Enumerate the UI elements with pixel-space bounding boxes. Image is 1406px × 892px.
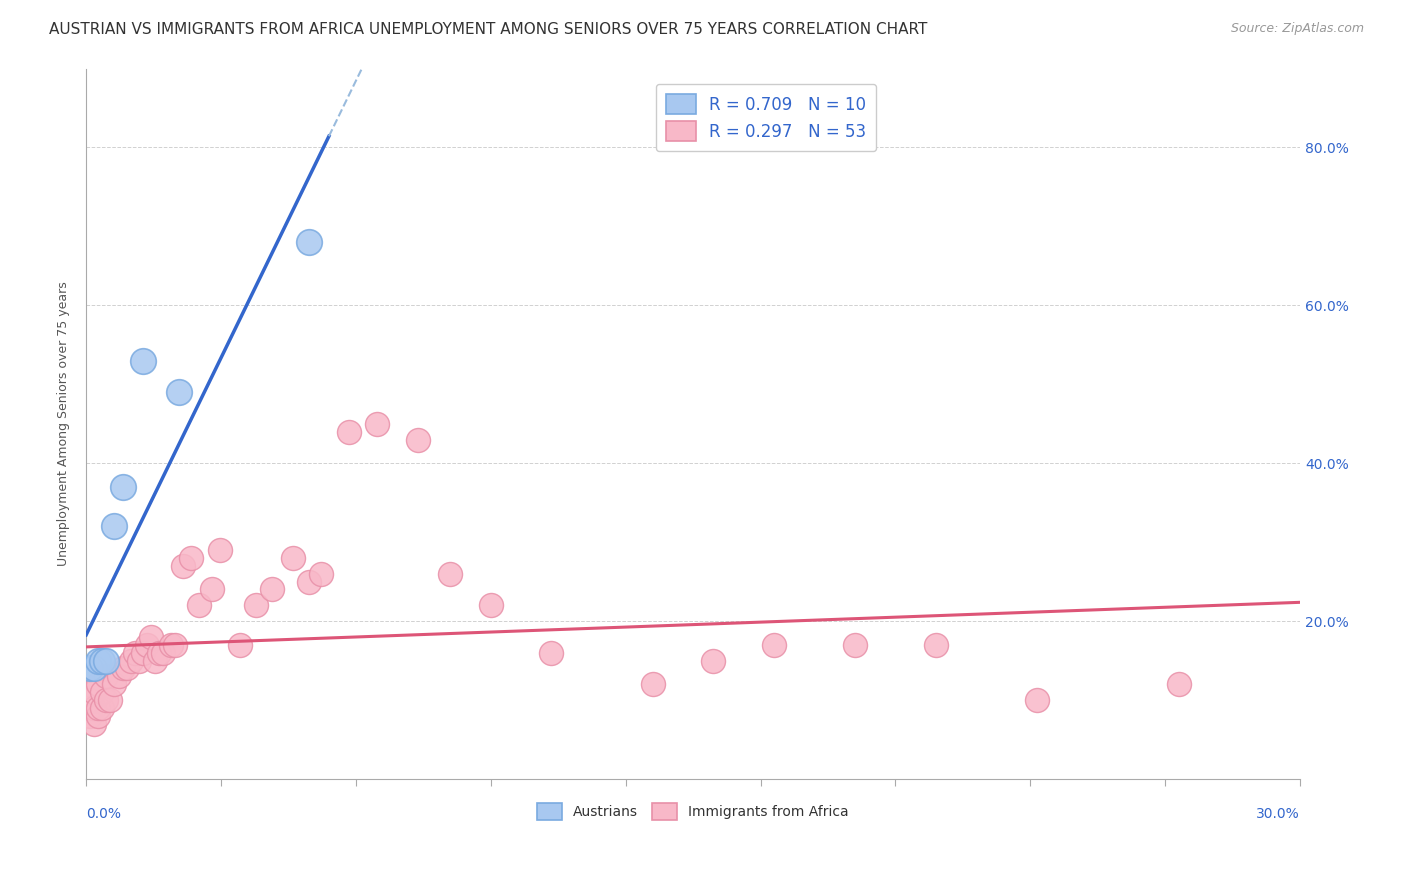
Point <box>79 701 101 715</box>
Point <box>96 653 118 667</box>
Point <box>124 646 146 660</box>
Point <box>763 638 786 652</box>
Point <box>128 653 150 667</box>
Point <box>148 646 170 660</box>
Point <box>165 638 187 652</box>
Point <box>83 701 105 715</box>
Point <box>79 708 101 723</box>
Point <box>79 661 101 675</box>
Point <box>172 558 194 573</box>
Point <box>139 630 162 644</box>
Point <box>167 385 190 400</box>
Point <box>641 677 664 691</box>
Point <box>100 693 122 707</box>
Point <box>91 653 114 667</box>
Point <box>83 685 105 699</box>
Point <box>132 646 155 660</box>
Point <box>298 574 321 589</box>
Point <box>79 693 101 707</box>
Point <box>87 701 110 715</box>
Point <box>200 582 222 597</box>
Text: 30.0%: 30.0% <box>1257 807 1301 821</box>
Point <box>1167 677 1189 691</box>
Point <box>132 353 155 368</box>
Point <box>309 566 332 581</box>
Point <box>208 543 231 558</box>
Point <box>83 661 105 675</box>
Point <box>925 638 948 652</box>
Point <box>1026 693 1049 707</box>
Y-axis label: Unemployment Among Seniors over 75 years: Unemployment Among Seniors over 75 years <box>58 281 70 566</box>
Point <box>439 566 461 581</box>
Point <box>844 638 866 652</box>
Point <box>152 646 174 660</box>
Legend: Austrians, Immigrants from Africa: Austrians, Immigrants from Africa <box>531 797 855 825</box>
Text: AUSTRIAN VS IMMIGRANTS FROM AFRICA UNEMPLOYMENT AMONG SENIORS OVER 75 YEARS CORR: AUSTRIAN VS IMMIGRANTS FROM AFRICA UNEMP… <box>49 22 928 37</box>
Point <box>103 519 125 533</box>
Point <box>103 677 125 691</box>
Point <box>111 661 134 675</box>
Point <box>281 550 304 565</box>
Point <box>245 599 267 613</box>
Point <box>111 480 134 494</box>
Point <box>298 235 321 249</box>
Point <box>229 638 252 652</box>
Point <box>83 716 105 731</box>
Point <box>540 646 562 660</box>
Point <box>262 582 284 597</box>
Point <box>180 550 202 565</box>
Point <box>120 653 142 667</box>
Text: 0.0%: 0.0% <box>86 807 121 821</box>
Point <box>91 685 114 699</box>
Point <box>96 693 118 707</box>
Point <box>96 669 118 683</box>
Point <box>160 638 183 652</box>
Point <box>479 599 502 613</box>
Text: Source: ZipAtlas.com: Source: ZipAtlas.com <box>1230 22 1364 36</box>
Point <box>143 653 166 667</box>
Point <box>87 653 110 667</box>
Point <box>87 708 110 723</box>
Point <box>115 661 138 675</box>
Point <box>87 677 110 691</box>
Point <box>91 701 114 715</box>
Point <box>107 669 129 683</box>
Point <box>702 653 724 667</box>
Point <box>366 417 388 431</box>
Point <box>188 599 211 613</box>
Point <box>135 638 157 652</box>
Point <box>337 425 360 439</box>
Point <box>406 433 429 447</box>
